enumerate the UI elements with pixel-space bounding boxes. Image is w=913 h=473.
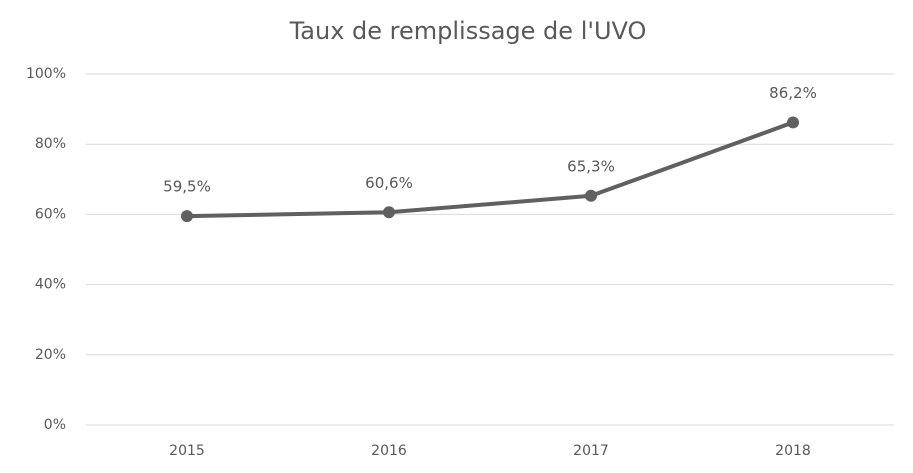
x-tick-label: 2018 [775,443,811,459]
x-tick-label: 2017 [573,443,609,459]
chart-title: Taux de remplissage de l'UVO [289,17,647,45]
marker [383,206,395,219]
marker [585,189,597,202]
line [186,120,794,219]
y-tick-label: 0% [44,417,66,433]
x-tick-label: 2015 [169,443,205,459]
data-label: 59,5% [163,178,211,196]
y-tick-label: 60% [35,206,66,222]
y-tick-label: 40% [35,277,66,293]
y-tick-label: 100% [26,66,66,82]
data-label: 65,3% [567,157,615,175]
y-tick-label: 20% [35,347,66,363]
data-label: 60,6% [365,174,413,192]
x-tick-label: 2016 [371,443,407,459]
marker [181,210,193,223]
marker [787,116,799,129]
data-label: 86,2% [769,84,817,102]
y-tick-label: 80% [35,136,66,152]
